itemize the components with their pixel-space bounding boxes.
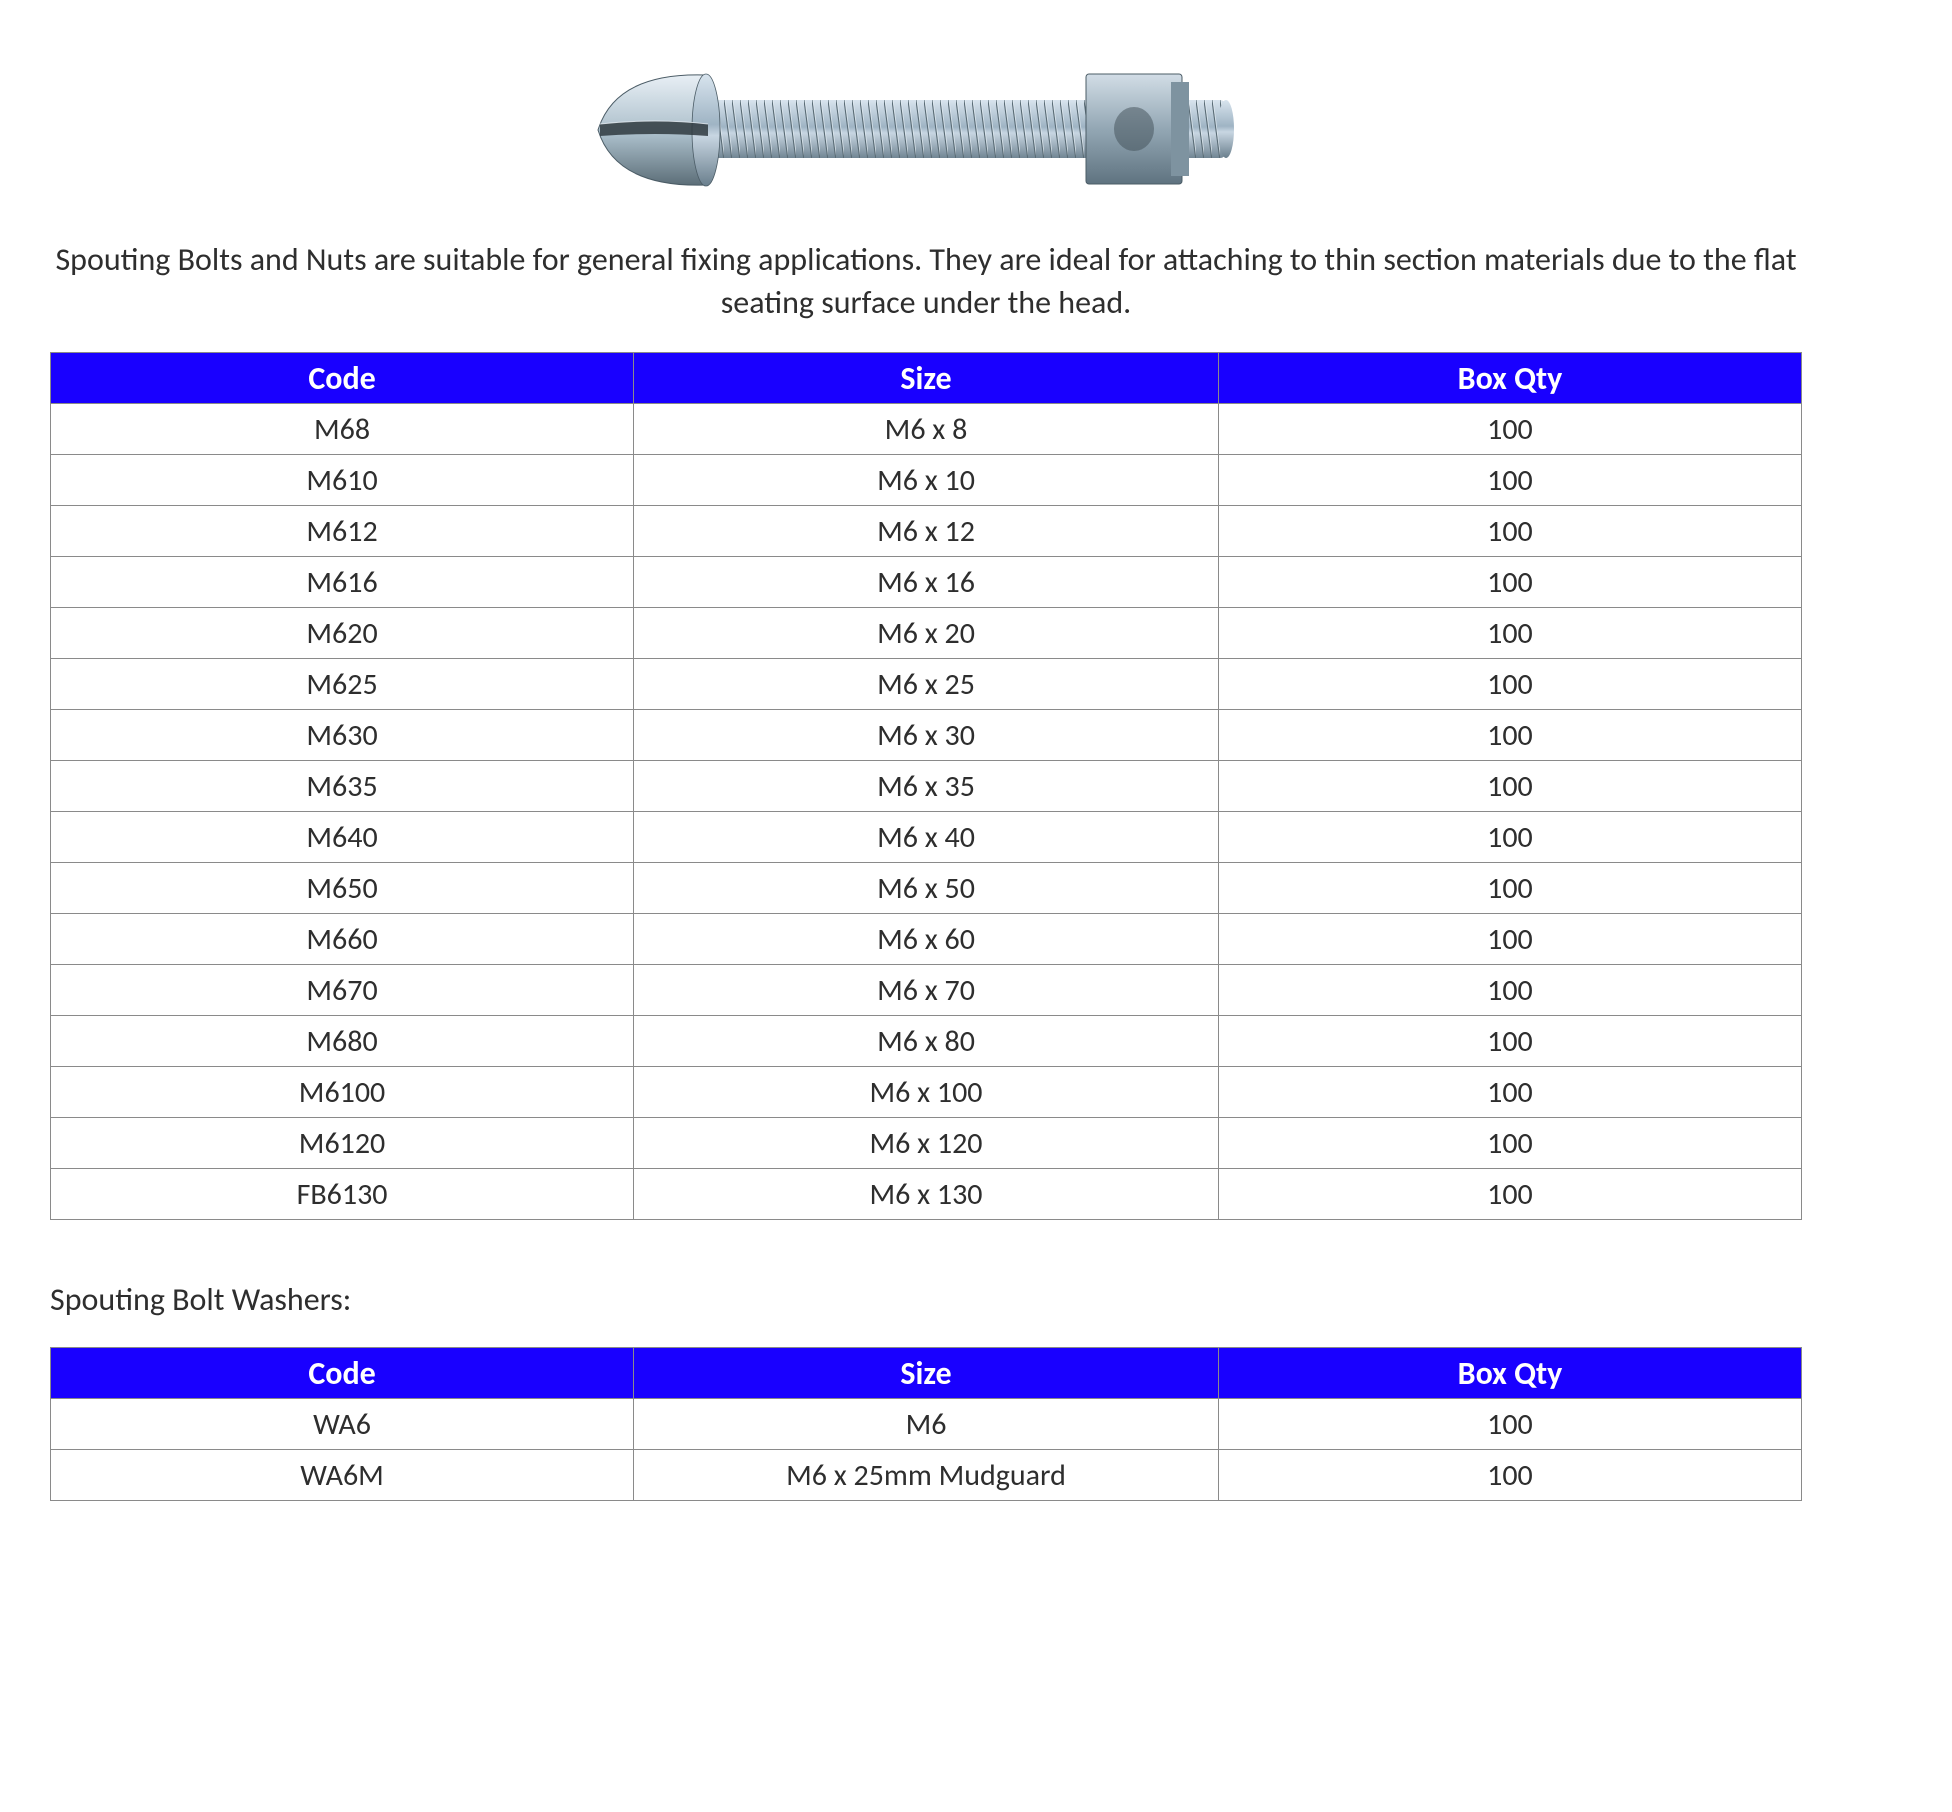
bolts-table-row: M650M6 x 50100 xyxy=(51,863,1802,914)
bolts-table-cell: M660 xyxy=(51,914,634,965)
bolts-table-cell: 100 xyxy=(1218,914,1801,965)
bolts-table-cell: 100 xyxy=(1218,608,1801,659)
bolts-table-cell: M612 xyxy=(51,506,634,557)
bolts-table-cell: M6 x 8 xyxy=(634,404,1219,455)
bolt-illustration xyxy=(556,40,1296,220)
washers-table: CodeSizeBox Qty WA6M6100WA6MM6 x 25mm Mu… xyxy=(50,1347,1802,1501)
bolts-table: CodeSizeBox Qty M68M6 x 8100M610M6 x 101… xyxy=(50,352,1802,1220)
bolts-table-cell: M610 xyxy=(51,455,634,506)
washers-table-row: WA6M6100 xyxy=(51,1399,1802,1450)
bolts-table-cell: 100 xyxy=(1218,455,1801,506)
bolts-table-cell: M680 xyxy=(51,1016,634,1067)
bolts-table-cell: M6 x 40 xyxy=(634,812,1219,863)
bolts-table-cell: M620 xyxy=(51,608,634,659)
washers-table-header-cell: Box Qty xyxy=(1218,1348,1801,1399)
bolts-table-header-cell: Size xyxy=(634,353,1219,404)
washers-table-cell: 100 xyxy=(1218,1399,1801,1450)
bolts-table-header-cell: Box Qty xyxy=(1218,353,1801,404)
bolts-table-cell: M6 x 130 xyxy=(634,1169,1219,1220)
bolts-table-header-cell: Code xyxy=(51,353,634,404)
bolts-table-cell: 100 xyxy=(1218,659,1801,710)
bolts-table-cell: 100 xyxy=(1218,1118,1801,1169)
bolts-table-cell: M6 x 120 xyxy=(634,1118,1219,1169)
bolts-table-row: M635M6 x 35100 xyxy=(51,761,1802,812)
bolts-table-row: M660M6 x 60100 xyxy=(51,914,1802,965)
bolts-table-cell: M6 x 80 xyxy=(634,1016,1219,1067)
bolts-table-row: FB6130M6 x 130100 xyxy=(51,1169,1802,1220)
bolts-table-cell: 100 xyxy=(1218,506,1801,557)
bolts-table-row: M6120M6 x 120100 xyxy=(51,1118,1802,1169)
washers-table-cell: 100 xyxy=(1218,1450,1801,1501)
washers-table-cell: M6 x 25mm Mudguard xyxy=(634,1450,1219,1501)
bolts-table-cell: 100 xyxy=(1218,863,1801,914)
bolts-table-cell: M6 x 60 xyxy=(634,914,1219,965)
bolts-table-row: M612M6 x 12100 xyxy=(51,506,1802,557)
bolts-table-row: M670M6 x 70100 xyxy=(51,965,1802,1016)
bolts-table-cell: M6 x 50 xyxy=(634,863,1219,914)
bolts-table-cell: M630 xyxy=(51,710,634,761)
bolts-table-row: M620M6 x 20100 xyxy=(51,608,1802,659)
bolts-table-row: M610M6 x 10100 xyxy=(51,455,1802,506)
bolts-table-cell: 100 xyxy=(1218,1169,1801,1220)
bolts-table-cell: 100 xyxy=(1218,1067,1801,1118)
bolts-table-row: M68M6 x 8100 xyxy=(51,404,1802,455)
washers-table-cell: M6 xyxy=(634,1399,1219,1450)
bolts-table-row: M640M6 x 40100 xyxy=(51,812,1802,863)
washers-table-header-cell: Code xyxy=(51,1348,634,1399)
bolts-table-cell: M6 x 25 xyxy=(634,659,1219,710)
washers-table-header-cell: Size xyxy=(634,1348,1219,1399)
bolts-table-cell: 100 xyxy=(1218,710,1801,761)
bolts-table-cell: M650 xyxy=(51,863,634,914)
bolts-table-cell: M6120 xyxy=(51,1118,634,1169)
bolts-table-cell: 100 xyxy=(1218,965,1801,1016)
bolts-table-cell: M640 xyxy=(51,812,634,863)
bolts-table-cell: M6 x 10 xyxy=(634,455,1219,506)
bolts-table-cell: M6 x 20 xyxy=(634,608,1219,659)
bolts-table-cell: M670 xyxy=(51,965,634,1016)
washers-table-row: WA6MM6 x 25mm Mudguard100 xyxy=(51,1450,1802,1501)
bolts-table-cell: M616 xyxy=(51,557,634,608)
bolts-table-row: M6100M6 x 100100 xyxy=(51,1067,1802,1118)
bolts-table-row: M616M6 x 16100 xyxy=(51,557,1802,608)
washers-section-label: Spouting Bolt Washers: xyxy=(50,1280,1802,1319)
bolts-table-cell: M625 xyxy=(51,659,634,710)
bolts-table-cell: FB6130 xyxy=(51,1169,634,1220)
bolts-table-row: M630M6 x 30100 xyxy=(51,710,1802,761)
washers-table-cell: WA6M xyxy=(51,1450,634,1501)
bolts-table-cell: M6100 xyxy=(51,1067,634,1118)
bolts-table-row: M625M6 x 25100 xyxy=(51,659,1802,710)
bolts-table-cell: M6 x 30 xyxy=(634,710,1219,761)
bolts-table-cell: 100 xyxy=(1218,557,1801,608)
bolts-table-cell: M6 x 12 xyxy=(634,506,1219,557)
bolts-table-cell: M6 x 35 xyxy=(634,761,1219,812)
intro-text: Spouting Bolts and Nuts are suitable for… xyxy=(50,238,1802,324)
bolts-table-cell: 100 xyxy=(1218,1016,1801,1067)
bolts-table-cell: 100 xyxy=(1218,761,1801,812)
bolts-table-cell: M6 x 70 xyxy=(634,965,1219,1016)
bolts-table-cell: M68 xyxy=(51,404,634,455)
bolts-table-cell: M6 x 100 xyxy=(634,1067,1219,1118)
bolts-table-row: M680M6 x 80100 xyxy=(51,1016,1802,1067)
bolts-table-cell: M6 x 16 xyxy=(634,557,1219,608)
bolts-table-cell: 100 xyxy=(1218,404,1801,455)
bolts-table-cell: 100 xyxy=(1218,812,1801,863)
washers-table-cell: WA6 xyxy=(51,1399,634,1450)
bolts-table-cell: M635 xyxy=(51,761,634,812)
